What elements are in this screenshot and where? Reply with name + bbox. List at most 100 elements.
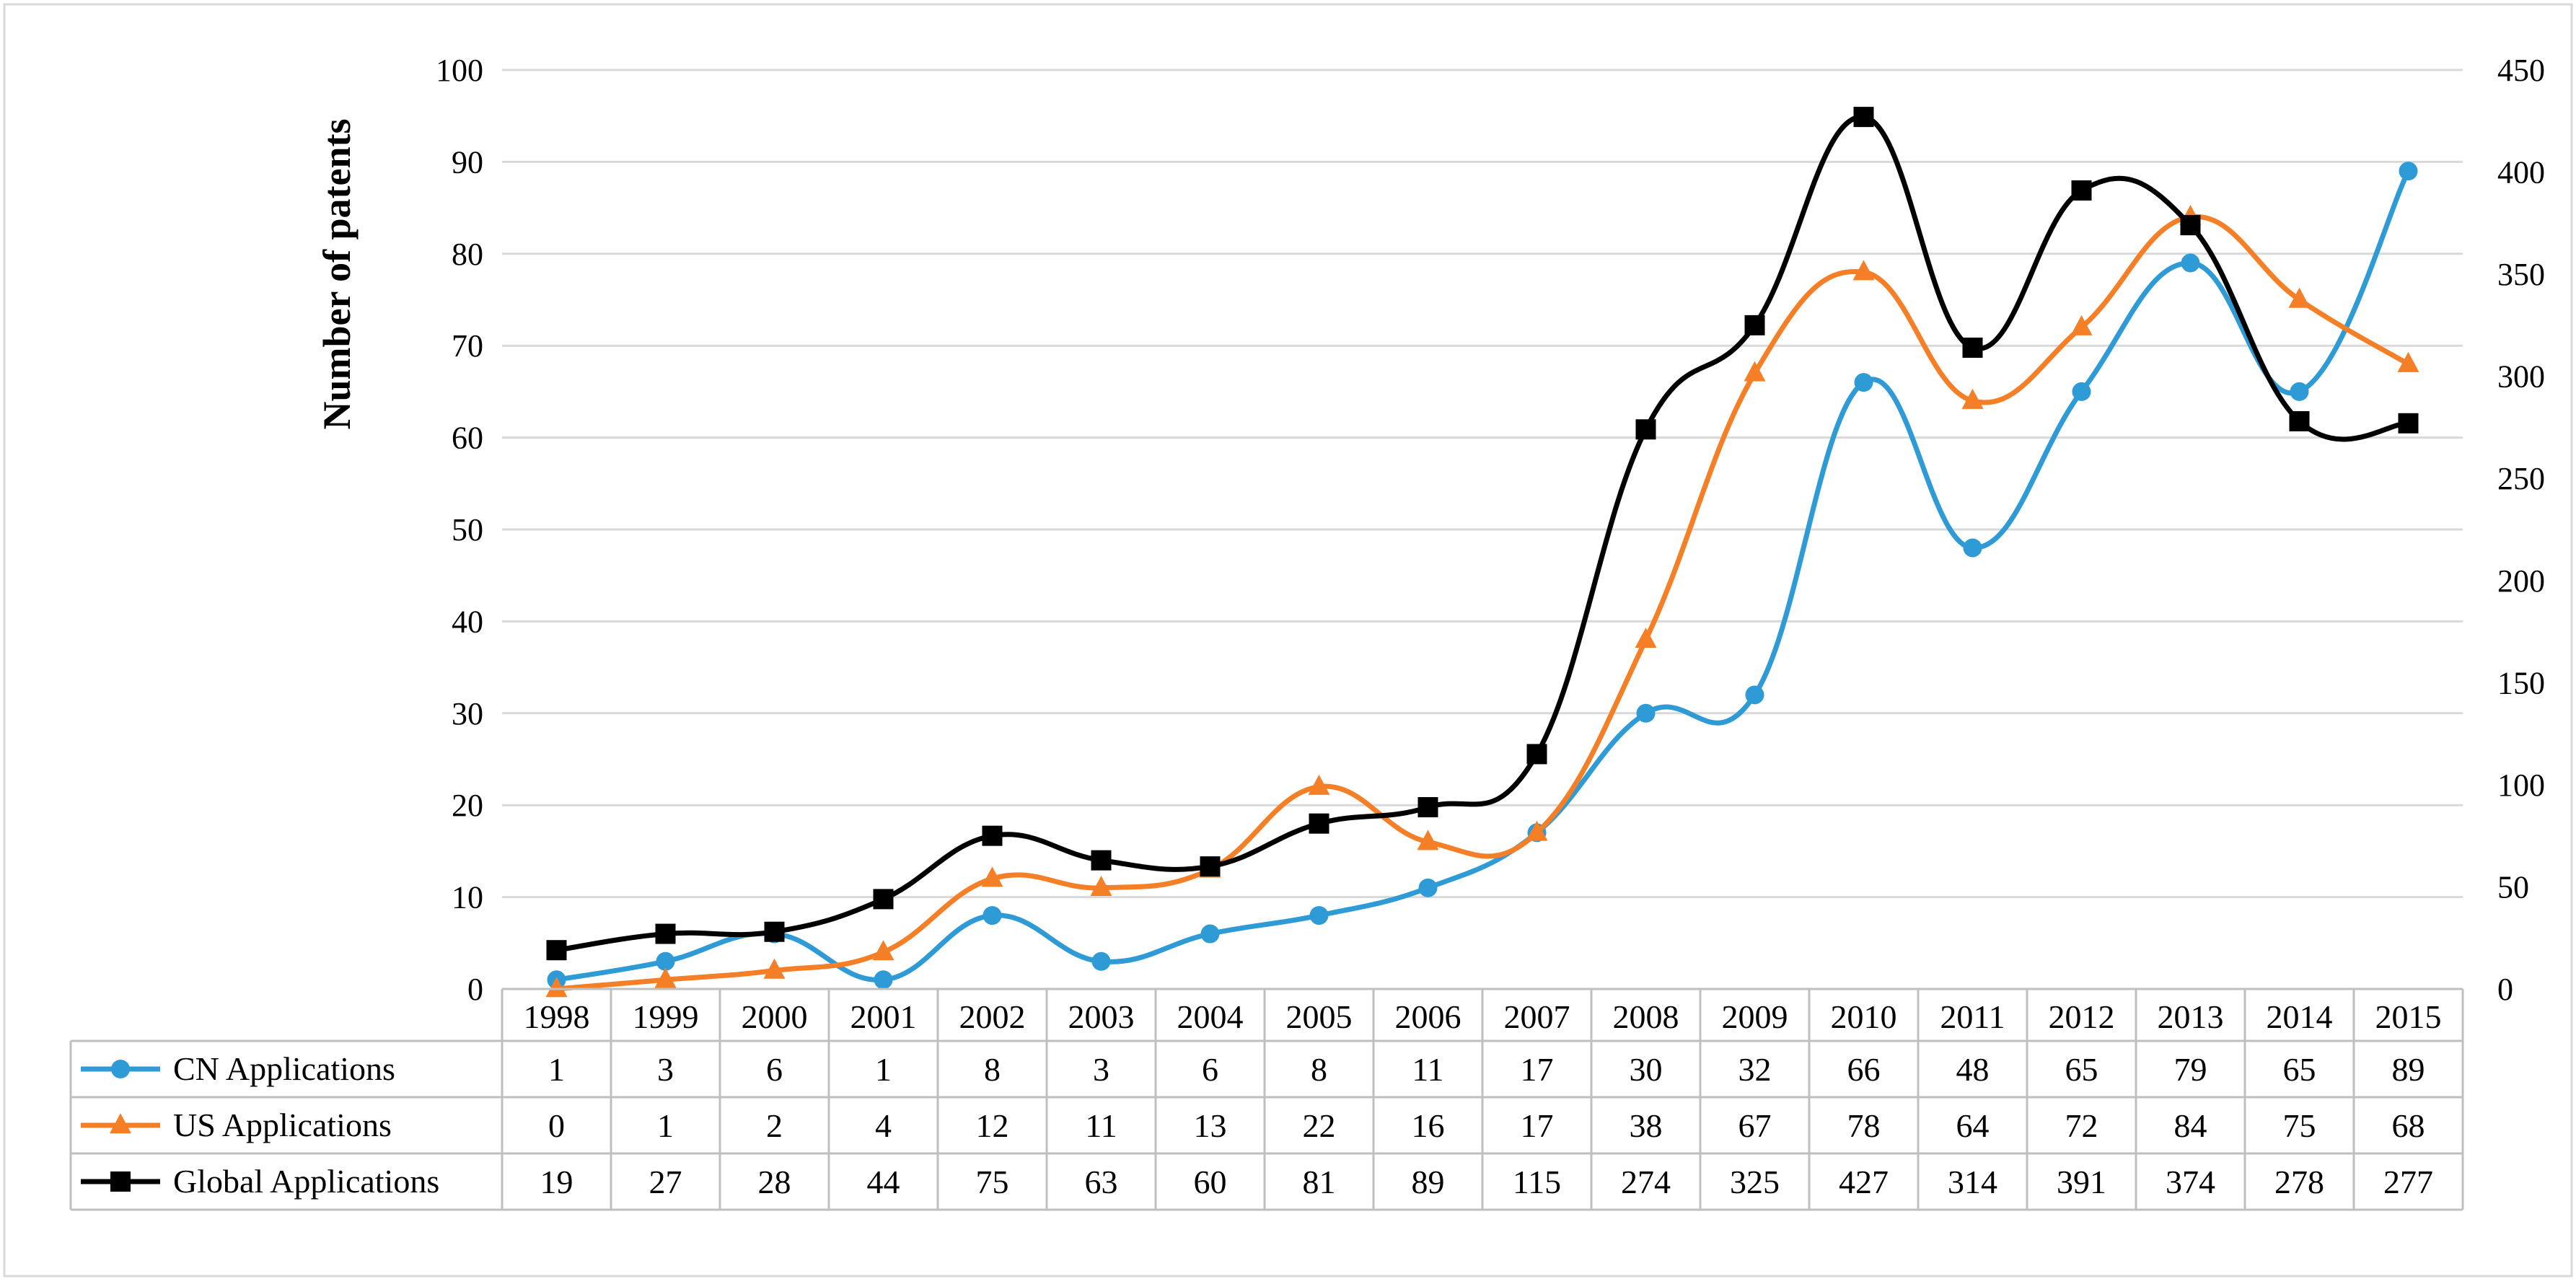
data-point bbox=[1962, 338, 1983, 359]
y2-tick-label: 450 bbox=[2497, 53, 2545, 88]
table-cell: 28 bbox=[758, 1164, 791, 1200]
legend-label: Global Applications bbox=[173, 1163, 439, 1200]
table-cell: 72 bbox=[2065, 1107, 2098, 1144]
table-cell: 19 bbox=[540, 1164, 573, 1200]
data-point bbox=[1852, 260, 1875, 281]
x-tick-label: 2014 bbox=[2267, 998, 2333, 1035]
y-tick-label: 60 bbox=[452, 421, 483, 456]
data-point bbox=[2399, 162, 2418, 181]
table-cell: 22 bbox=[1303, 1107, 1336, 1144]
table-cell: 11 bbox=[1085, 1107, 1117, 1144]
data-point bbox=[655, 923, 676, 944]
table-cell: 8 bbox=[984, 1051, 1001, 1088]
table-cell: 30 bbox=[1630, 1051, 1663, 1088]
table-cell: 314 bbox=[1948, 1164, 1997, 1200]
series-line bbox=[555, 170, 2411, 982]
series-line bbox=[555, 114, 2409, 953]
table-cell: 63 bbox=[1085, 1164, 1118, 1200]
data-point bbox=[2070, 315, 2093, 335]
data-point bbox=[873, 889, 894, 910]
table-cell: 79 bbox=[2174, 1051, 2207, 1088]
table-cell: 75 bbox=[976, 1164, 1009, 1200]
x-tick-label: 2002 bbox=[959, 998, 1026, 1035]
table-cell: 12 bbox=[976, 1107, 1009, 1144]
table-cell: 89 bbox=[2392, 1051, 2425, 1088]
y2-tick-label: 150 bbox=[2497, 665, 2545, 700]
y-tick-label: 90 bbox=[452, 144, 483, 180]
data-point bbox=[1090, 876, 1112, 897]
data-point bbox=[1418, 878, 1438, 897]
legend-key-marker bbox=[110, 1113, 131, 1134]
data-point bbox=[2288, 287, 2311, 308]
table-cell: 81 bbox=[1303, 1164, 1336, 1200]
table-cell: 274 bbox=[1621, 1164, 1671, 1200]
data-point bbox=[654, 967, 677, 988]
data-point bbox=[1526, 744, 1547, 765]
x-tick-label: 2000 bbox=[742, 998, 808, 1035]
data-point bbox=[1635, 628, 1657, 648]
data-point bbox=[1200, 924, 1220, 944]
x-tick-label: 2009 bbox=[1722, 998, 1788, 1035]
table-cell: 65 bbox=[2065, 1051, 2098, 1088]
x-tick-label: 2003 bbox=[1068, 998, 1135, 1035]
y2-tick-label: 250 bbox=[2497, 461, 2545, 496]
y2-tick-label: 0 bbox=[2497, 972, 2513, 1007]
data-point bbox=[2180, 215, 2201, 236]
data-point bbox=[1417, 830, 1439, 850]
y2-tick-label: 50 bbox=[2497, 869, 2529, 905]
table-cell: 65 bbox=[2283, 1051, 2316, 1088]
table-cell: 84 bbox=[2174, 1107, 2207, 1144]
data-point bbox=[656, 951, 675, 971]
table-cell: 2 bbox=[766, 1107, 783, 1144]
chart-border bbox=[3, 3, 2573, 1278]
data-point bbox=[2181, 253, 2200, 273]
series-line bbox=[556, 214, 2410, 992]
y2-tick-label: 200 bbox=[2497, 563, 2545, 599]
data-point bbox=[1636, 703, 1656, 723]
table-cell: 78 bbox=[1847, 1107, 1881, 1144]
data-point bbox=[1091, 951, 1111, 971]
data-point bbox=[546, 940, 567, 961]
table-cell: 16 bbox=[1412, 1107, 1445, 1144]
table-cell: 67 bbox=[1738, 1107, 1772, 1144]
data-point bbox=[2072, 382, 2091, 401]
table-cell: 68 bbox=[2392, 1107, 2425, 1144]
table-cell: 75 bbox=[2283, 1107, 2316, 1144]
y-tick-label: 40 bbox=[452, 604, 483, 639]
y2-tick-label: 100 bbox=[2497, 768, 2545, 803]
table-cell: 17 bbox=[1521, 1107, 1554, 1144]
data-point bbox=[874, 970, 893, 990]
data-point bbox=[1309, 906, 1329, 925]
table-cell: 27 bbox=[649, 1164, 682, 1200]
y-axis-label: Number of patents bbox=[315, 119, 359, 430]
table-cell: 89 bbox=[1412, 1164, 1445, 1200]
data-point bbox=[1417, 797, 1438, 818]
legend-label: CN Applications bbox=[173, 1050, 395, 1087]
data-point bbox=[1308, 774, 1330, 795]
y2-tick-label: 300 bbox=[2497, 359, 2545, 395]
table-cell: 8 bbox=[1311, 1051, 1327, 1088]
data-point bbox=[2289, 410, 2310, 431]
y-tick-label: 100 bbox=[436, 53, 483, 88]
table-cell: 4 bbox=[875, 1107, 892, 1144]
data-point bbox=[1091, 850, 1112, 871]
x-tick-label: 2007 bbox=[1504, 998, 1570, 1035]
table-cell: 391 bbox=[2057, 1164, 2106, 1200]
data-point bbox=[1309, 813, 1329, 834]
x-tick-label: 2005 bbox=[1286, 998, 1353, 1035]
data-point bbox=[1854, 373, 1873, 392]
y-tick-label: 70 bbox=[452, 328, 483, 364]
table-cell: 1 bbox=[875, 1051, 892, 1088]
y-tick-label: 30 bbox=[452, 696, 483, 731]
data-point bbox=[763, 958, 786, 979]
table-cell: 3 bbox=[1093, 1051, 1109, 1088]
x-tick-label: 2013 bbox=[2158, 998, 2224, 1035]
table-cell: 278 bbox=[2274, 1164, 2324, 1200]
data-point bbox=[764, 921, 785, 942]
table-cell: 0 bbox=[548, 1107, 565, 1144]
data-point bbox=[982, 825, 1003, 846]
y-tick-label: 80 bbox=[452, 237, 483, 272]
data-point bbox=[1744, 361, 1766, 382]
data-table: 1998 1999 2000 2001 2002 2003 2004 2005 2006 2007… bbox=[69, 988, 2464, 1211]
legend-key-marker bbox=[110, 1171, 131, 1192]
